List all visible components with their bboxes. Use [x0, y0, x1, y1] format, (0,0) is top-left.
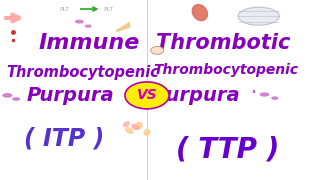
- Text: PLT: PLT: [60, 6, 70, 12]
- Text: Thrombocytopenic: Thrombocytopenic: [6, 64, 159, 80]
- Text: ( TTP ): ( TTP ): [176, 135, 280, 163]
- Ellipse shape: [272, 97, 278, 99]
- Circle shape: [125, 82, 169, 109]
- Ellipse shape: [134, 123, 142, 129]
- Ellipse shape: [132, 125, 139, 129]
- Text: Thrombocytopenic: Thrombocytopenic: [153, 63, 298, 77]
- Text: VS: VS: [137, 88, 157, 102]
- Text: PLT: PLT: [104, 6, 114, 12]
- Text: Purpura: Purpura: [153, 86, 240, 105]
- Ellipse shape: [192, 4, 207, 21]
- Ellipse shape: [124, 122, 129, 127]
- Text: Immune: Immune: [38, 33, 140, 53]
- Ellipse shape: [126, 128, 133, 133]
- Ellipse shape: [238, 7, 279, 25]
- Text: '': '': [251, 89, 256, 99]
- Ellipse shape: [144, 129, 150, 135]
- Ellipse shape: [85, 25, 91, 27]
- Ellipse shape: [76, 20, 83, 23]
- Circle shape: [151, 46, 164, 54]
- Ellipse shape: [3, 94, 12, 97]
- Ellipse shape: [260, 93, 268, 96]
- Ellipse shape: [13, 98, 20, 100]
- Text: Purpura: Purpura: [27, 86, 114, 105]
- Text: Thrombotic: Thrombotic: [156, 33, 290, 53]
- Text: ( ITP ): ( ITP ): [23, 127, 104, 151]
